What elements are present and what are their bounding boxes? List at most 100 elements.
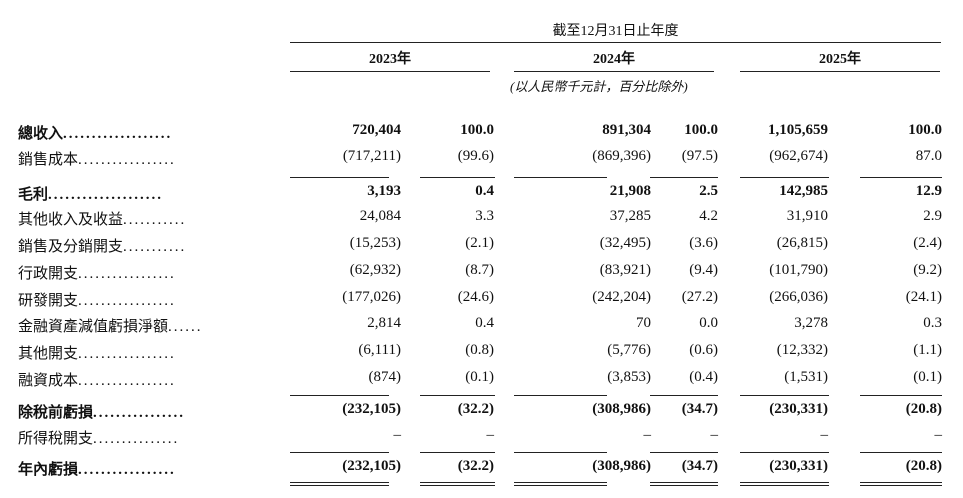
cell-2025-percent: 0.3 bbox=[923, 315, 942, 331]
cell-2023-amount: (232,105) bbox=[342, 401, 401, 417]
table-row: 除稅前虧損................ (232,105) (32.2) (308… bbox=[18, 399, 942, 422]
cell-2025-amount: (230,331) bbox=[769, 458, 828, 474]
cell-2024-amount: (32,495) bbox=[599, 235, 651, 251]
row-label: 所得稅開支............... bbox=[18, 427, 179, 448]
cell-2025-percent: 12.9 bbox=[915, 183, 942, 199]
year-header-2025: 2025年 bbox=[819, 52, 861, 67]
row-label: 除稅前虧損................ bbox=[18, 401, 185, 422]
row-label-text: 其他收入及收益 bbox=[18, 212, 124, 228]
cell-2023-percent: (32.2) bbox=[457, 458, 494, 474]
cell-2024-amount: (869,396) bbox=[592, 148, 651, 164]
row-label-text: 所得稅開支 bbox=[18, 431, 94, 447]
row-label: 年內虧損................. bbox=[18, 458, 176, 479]
cell-2025-percent: (0.1) bbox=[913, 369, 942, 385]
cell-2024-amount: 70 bbox=[636, 315, 651, 331]
cell-2023-amount: (6,111) bbox=[358, 342, 401, 358]
cell-2024-percent: (0.4) bbox=[689, 369, 718, 385]
row-label: 其他收入及收益........... bbox=[18, 208, 186, 229]
row-label: 金融資產減值虧損淨額...... bbox=[18, 315, 203, 336]
year-underline-2024 bbox=[514, 71, 714, 72]
cell-2023-amount: 24,084 bbox=[359, 208, 401, 224]
leader-dots: ................ bbox=[93, 405, 186, 421]
cell-2023-percent: (8.7) bbox=[465, 262, 494, 278]
cell-2023-percent: (2.1) bbox=[465, 235, 494, 251]
cell-2025-percent: (20.8) bbox=[905, 401, 942, 417]
row-label-text: 除稅前虧損 bbox=[18, 405, 94, 421]
cell-2024-amount: (308,986) bbox=[592, 401, 651, 417]
row-label-text: 銷售及分銷開支 bbox=[18, 239, 124, 255]
table-row: 所得稅開支............... – – – – – – bbox=[18, 425, 942, 448]
row-label-text: 其他開支 bbox=[18, 346, 79, 362]
row-label: 行政開支................. bbox=[18, 262, 176, 283]
cell-2023-percent: (24.6) bbox=[457, 289, 494, 305]
cell-2024-percent: (9.4) bbox=[689, 262, 718, 278]
cell-2025-percent: – bbox=[934, 427, 943, 443]
cell-2024-amount: 891,304 bbox=[602, 122, 651, 138]
cell-2025-amount: 31,910 bbox=[786, 208, 828, 224]
cell-2025-percent: (1.1) bbox=[913, 342, 942, 358]
cell-2024-percent: (27.2) bbox=[681, 289, 718, 305]
leader-dots: .................... bbox=[48, 187, 164, 203]
row-label: 毛利.................... bbox=[18, 183, 163, 204]
cell-2025-percent: 100.0 bbox=[908, 122, 942, 138]
cell-2025-amount: (26,815) bbox=[776, 235, 828, 251]
cell-2025-percent: 87.0 bbox=[915, 148, 942, 164]
cell-2023-amount: 720,404 bbox=[352, 122, 401, 138]
cell-2023-amount: (177,026) bbox=[342, 289, 401, 305]
table-row: 行政開支................. (62,932) (8.7) (83,92… bbox=[18, 260, 942, 283]
leader-dots: ................. bbox=[78, 462, 176, 478]
cell-2024-amount: (242,204) bbox=[592, 289, 651, 305]
table-row: 融資成本................. (874) (0.1) (3,853) (0… bbox=[18, 367, 942, 390]
table-row: 其他收入及收益........... 24,084 3.3 37,285 4.2 31,9… bbox=[18, 206, 942, 229]
leader-dots: ................. bbox=[78, 293, 176, 309]
row-label-text: 行政開支 bbox=[18, 266, 79, 282]
year-header-2023: 2023年 bbox=[369, 52, 411, 67]
cell-2025-amount: (1,531) bbox=[784, 369, 828, 385]
cell-2023-percent: 0.4 bbox=[475, 183, 494, 199]
cell-2025-amount: 142,985 bbox=[779, 183, 828, 199]
cell-2023-amount: (717,211) bbox=[342, 148, 401, 164]
cell-2024-amount: (5,776) bbox=[607, 342, 651, 358]
cell-2024-percent: (34.7) bbox=[681, 458, 718, 474]
cell-2025-percent: (24.1) bbox=[905, 289, 942, 305]
row-label: 總收入................... bbox=[18, 122, 172, 143]
row-label-text: 銷售成本 bbox=[18, 152, 79, 168]
period-header: 截至12月31日止年度 bbox=[552, 24, 679, 39]
cell-2023-amount: (15,253) bbox=[349, 235, 401, 251]
leader-dots: ................. bbox=[78, 152, 176, 168]
cell-2023-percent: 0.4 bbox=[475, 315, 494, 331]
table-row: 年內虧損................. (232,105) (32.2) (308… bbox=[18, 456, 942, 479]
cell-2024-amount: 21,908 bbox=[609, 183, 651, 199]
cell-2023-percent: (0.1) bbox=[465, 369, 494, 385]
cell-2024-amount: (3,853) bbox=[607, 369, 651, 385]
table-row: 銷售及分銷開支........... (15,253) (2.1) (32,495) (… bbox=[18, 233, 942, 256]
unit-note: (以人民幣千元計，百分比除外) bbox=[510, 79, 688, 94]
cell-2024-percent: – bbox=[710, 427, 719, 443]
table-row: 其他開支................. (6,111) (0.8) (5,776)… bbox=[18, 340, 942, 363]
cell-2024-percent: 0.0 bbox=[699, 315, 718, 331]
leader-dots: ............... bbox=[93, 431, 180, 447]
table-row: 銷售成本................. (717,211) (99.6) (869… bbox=[18, 146, 942, 169]
cell-2023-percent: (32.2) bbox=[457, 401, 494, 417]
cell-2024-percent: (0.6) bbox=[689, 342, 718, 358]
cell-2025-percent: (9.2) bbox=[913, 262, 942, 278]
leader-dots: ...... bbox=[168, 319, 203, 335]
cell-2023-percent: (99.6) bbox=[457, 148, 494, 164]
row-label: 融資成本................. bbox=[18, 369, 176, 390]
cell-2025-percent: (2.4) bbox=[913, 235, 942, 251]
cell-2024-percent: 4.2 bbox=[699, 208, 718, 224]
cell-2025-amount: – bbox=[820, 427, 829, 443]
cell-2024-amount: 37,285 bbox=[609, 208, 651, 224]
cell-2025-amount: (12,332) bbox=[776, 342, 828, 358]
cell-2025-percent: (20.8) bbox=[905, 458, 942, 474]
cell-2024-percent: 2.5 bbox=[699, 183, 718, 199]
leader-dots: ................. bbox=[78, 373, 176, 389]
row-label: 研發開支................. bbox=[18, 289, 176, 310]
row-label-text: 研發開支 bbox=[18, 293, 79, 309]
cell-2023-amount: (62,932) bbox=[349, 262, 401, 278]
cell-2024-amount: – bbox=[643, 427, 652, 443]
cell-2023-amount: (874) bbox=[368, 369, 402, 385]
year-header-2024: 2024年 bbox=[593, 52, 635, 67]
cell-2023-percent: – bbox=[486, 427, 495, 443]
cell-2023-amount: 2,814 bbox=[367, 315, 401, 331]
